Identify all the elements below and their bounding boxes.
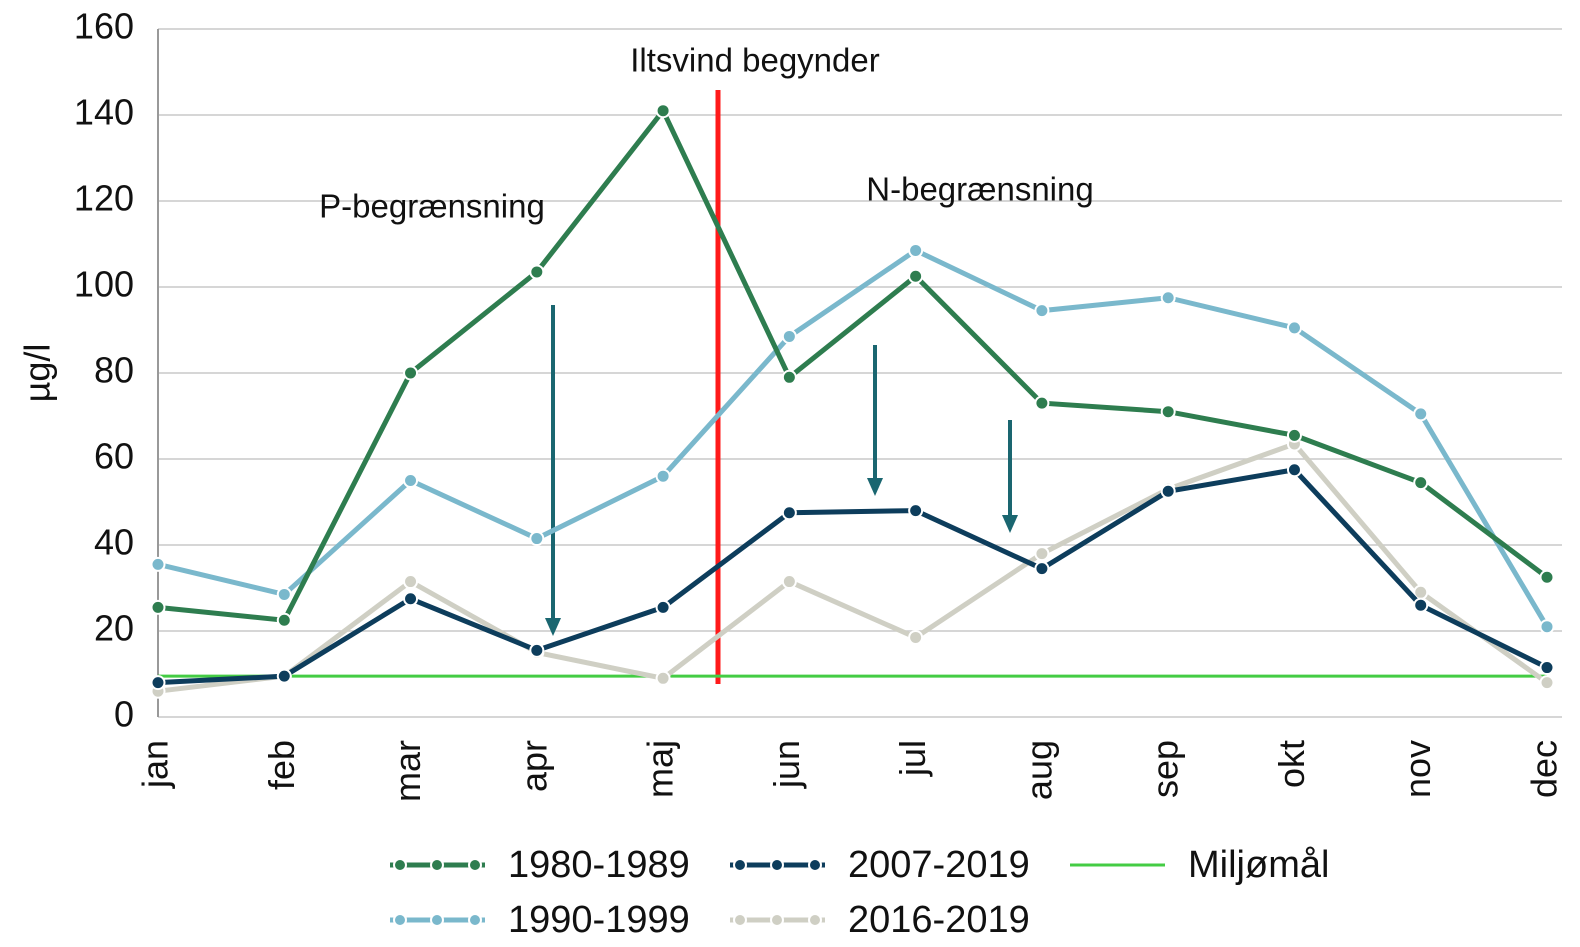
- legend-marker: [393, 858, 407, 872]
- x-tick-label: okt: [1271, 740, 1312, 788]
- x-tick-label: feb: [261, 740, 302, 790]
- data-point: [403, 473, 419, 488]
- x-tick-label: aug: [1018, 740, 1059, 800]
- arrows: [545, 305, 1018, 636]
- annotation: P-begrænsning: [319, 188, 545, 225]
- data-point: [1539, 660, 1555, 676]
- data-point: [529, 264, 545, 280]
- data-point: [276, 668, 292, 684]
- data-point: [1034, 303, 1050, 319]
- data-point: [150, 556, 166, 572]
- data-point: [781, 574, 797, 590]
- y-tick-label: 40: [94, 522, 134, 563]
- legend-label: 1990-1999: [508, 899, 690, 941]
- data-point: [1160, 290, 1176, 306]
- legend-marker: [770, 913, 784, 927]
- x-tick-label: jul: [892, 740, 933, 777]
- data-point: [1539, 619, 1555, 635]
- legend-marker: [430, 913, 444, 927]
- legend-marker: [468, 913, 482, 927]
- data-point: [1160, 483, 1176, 499]
- data-point: [1413, 406, 1429, 422]
- y-tick-label: 60: [94, 436, 134, 477]
- series-line: [157, 105, 1549, 623]
- data-point: [781, 328, 797, 344]
- data-point: [1286, 427, 1302, 443]
- data-point: [529, 642, 545, 658]
- y-tick-label: 140: [74, 92, 134, 133]
- y-axis-label: µg/l: [17, 344, 58, 403]
- data-point: [150, 675, 166, 691]
- x-tick-label: jan: [135, 740, 176, 789]
- legend-marker: [733, 913, 747, 927]
- data-point: [529, 531, 545, 547]
- x-tick-label: nov: [1397, 740, 1438, 798]
- data-point: [908, 268, 924, 284]
- x-tick-label: apr: [513, 740, 554, 792]
- y-tick-label: 20: [94, 608, 134, 649]
- data-point: [150, 599, 166, 615]
- data-point: [781, 505, 797, 521]
- data-point: [276, 612, 292, 628]
- data-point: [655, 103, 671, 119]
- series-line: [157, 441, 1549, 694]
- annotation: N-begrænsning: [866, 171, 1093, 208]
- x-tick-label: mar: [387, 740, 428, 802]
- legend-label: 1980-1989: [508, 844, 690, 886]
- data-point: [1413, 475, 1429, 491]
- x-tick-label: sep: [1145, 740, 1186, 798]
- legend-label: 2016-2019: [848, 899, 1030, 941]
- y-tick-label: 100: [74, 264, 134, 305]
- y-tick-label: 120: [74, 178, 134, 219]
- data-point: [1413, 597, 1429, 613]
- data-point: [403, 591, 419, 607]
- annotation: Iltsvind begynder: [630, 42, 879, 79]
- data-point: [908, 629, 924, 645]
- legend-label: Miljømål: [1188, 844, 1329, 886]
- data-point: [276, 586, 292, 602]
- data-point: [908, 242, 924, 258]
- legend-marker: [430, 858, 444, 872]
- data-point: [655, 670, 671, 686]
- data-point: [403, 574, 419, 590]
- legend-label: 2007-2019: [848, 844, 1030, 886]
- data-point: [1034, 561, 1050, 577]
- legend-marker: [733, 858, 747, 872]
- series-line: [157, 467, 1549, 686]
- data-point: [1286, 320, 1302, 336]
- legend-marker: [468, 858, 482, 872]
- data-point: [1034, 395, 1050, 411]
- data-point: [1539, 675, 1555, 691]
- y-tick-label: 160: [74, 6, 134, 47]
- data-point: [908, 503, 924, 519]
- data-point: [1160, 404, 1176, 420]
- x-tick-label: jun: [766, 740, 807, 789]
- data-point: [655, 599, 671, 615]
- data-point: [1539, 569, 1555, 585]
- data-point: [655, 468, 671, 484]
- legend-marker: [393, 913, 407, 927]
- y-tick-label: 0: [114, 694, 134, 735]
- series-line: [157, 247, 1550, 628]
- y-tick-label: 80: [94, 350, 134, 391]
- legend-marker: [808, 858, 822, 872]
- legend-marker: [770, 858, 784, 872]
- data-point: [781, 369, 797, 385]
- legend-marker: [808, 913, 822, 927]
- x-tick-label: maj: [640, 740, 681, 798]
- x-tick-label: dec: [1524, 740, 1565, 798]
- data-point: [403, 365, 419, 381]
- data-point: [1034, 546, 1050, 562]
- data-point: [1286, 462, 1302, 478]
